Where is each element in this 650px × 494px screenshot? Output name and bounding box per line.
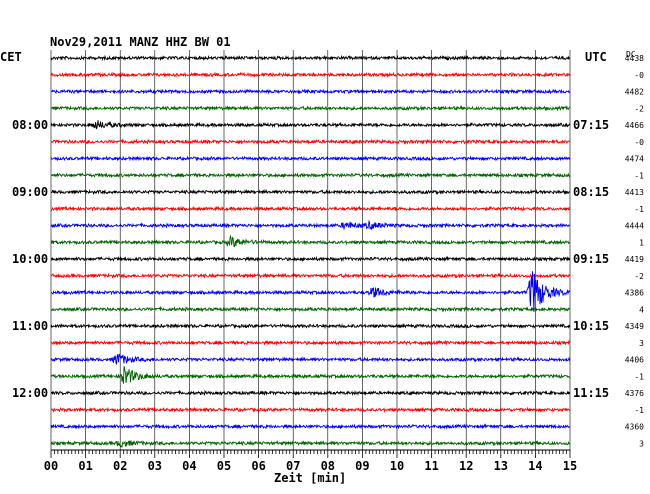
trace-23: [50, 439, 571, 449]
trace-20: [50, 389, 571, 397]
dc-offset-label: 4376: [625, 389, 644, 398]
dc-offset-label: -2: [634, 272, 644, 281]
minute-grid: [50, 50, 571, 450]
dc-offset-label: 4349: [625, 322, 644, 331]
trace-17: [50, 339, 571, 346]
dc-offset-label: -0: [634, 71, 644, 80]
trace-16: [50, 322, 571, 330]
seismic-traces: [50, 54, 571, 449]
dc-offset-label: 1: [639, 238, 644, 247]
dc-offset-label: 4419: [625, 255, 644, 264]
trace-13: [50, 272, 571, 279]
trace-21: [50, 406, 571, 413]
x-tick-label: 06: [251, 459, 265, 473]
left-timezone-label: CET: [0, 50, 22, 64]
x-tick-label: 15: [563, 459, 577, 473]
left-hour-label: 12:00: [12, 386, 48, 400]
x-axis-label: Zeit [min]: [274, 471, 346, 485]
right-hour-label: 10:15: [573, 319, 609, 333]
left-hour-label: 10:00: [12, 252, 48, 266]
right-hour-label: 11:15: [573, 386, 609, 400]
trace-14: [50, 271, 571, 313]
dc-offset-label: 4438: [625, 54, 644, 63]
dc-offset-label: 4474: [625, 155, 644, 164]
trace-0: [50, 54, 571, 62]
dc-offset-label: -2: [634, 104, 644, 113]
trace-1: [50, 71, 571, 79]
trace-9: [50, 205, 571, 213]
x-tick-label: 05: [217, 459, 231, 473]
right-hour-label: 09:15: [573, 252, 609, 266]
trace-15: [50, 305, 571, 313]
x-tick-label: 10: [390, 459, 404, 473]
trace-3: [50, 104, 571, 112]
dc-offset-label: 3: [639, 439, 644, 448]
row-labels: 08:00 09:00 10:00 11:00 12:00 07:15 08:15 09:15…: [12, 54, 644, 448]
dc-offset-label: 4413: [625, 188, 644, 197]
trace-7: [50, 172, 571, 179]
left-hour-label: 08:00: [12, 118, 48, 132]
dc-offset-label: 4386: [625, 289, 644, 298]
x-tick-label: 04: [182, 459, 196, 473]
dc-label: DC: [626, 50, 636, 59]
dc-offset-label: 4482: [625, 88, 644, 97]
chart-title: Nov29,2011 MANZ HHZ BW 01: [50, 35, 231, 49]
dc-offset-label: -1: [634, 372, 644, 381]
dc-offset-label: -0: [634, 138, 644, 147]
trace-5: [50, 138, 571, 145]
dc-offset-label: 3: [639, 339, 644, 348]
x-tick-label: 00: [44, 459, 58, 473]
left-hour-label: 11:00: [12, 319, 48, 333]
x-tick-label: 08: [321, 459, 335, 473]
x-tick-label: 02: [113, 459, 127, 473]
dc-offset-label: -1: [634, 171, 644, 180]
trace-2: [50, 88, 571, 95]
trace-18: [50, 353, 571, 365]
x-tick-label: 14: [528, 459, 542, 473]
time-axis: 00 01 02 03 04 05 06 07 08 09 10 11 12 13 14 15: [44, 449, 577, 473]
dc-offset-label: 4466: [625, 121, 644, 130]
trace-11: [50, 234, 571, 248]
trace-10: [50, 219, 571, 231]
trace-6: [50, 155, 571, 162]
x-tick-label: 13: [494, 459, 508, 473]
x-tick-label: 12: [459, 459, 473, 473]
dc-offset-label: 4360: [625, 423, 644, 432]
right-hour-label: 08:15: [573, 185, 609, 199]
x-tick-label: 11: [424, 459, 438, 473]
left-hour-label: 09:00: [12, 185, 48, 199]
dc-offset-label: -1: [634, 406, 644, 415]
right-hour-label: 07:15: [573, 118, 609, 132]
dc-offset-label: -1: [634, 205, 644, 214]
x-tick-label: 07: [286, 459, 300, 473]
dc-offset-label: 4406: [625, 356, 644, 365]
x-tick-label: 09: [355, 459, 369, 473]
dc-offset-label: 4: [639, 305, 644, 314]
right-timezone-label: UTC: [585, 50, 607, 64]
x-tick-label: 03: [148, 459, 162, 473]
trace-8: [50, 188, 571, 196]
dc-offset-label: 4444: [625, 222, 644, 231]
trace-4: [50, 120, 571, 130]
trace-12: [50, 255, 571, 263]
trace-22: [50, 423, 571, 430]
trace-19: [50, 366, 571, 384]
x-tick-label: 01: [78, 459, 92, 473]
